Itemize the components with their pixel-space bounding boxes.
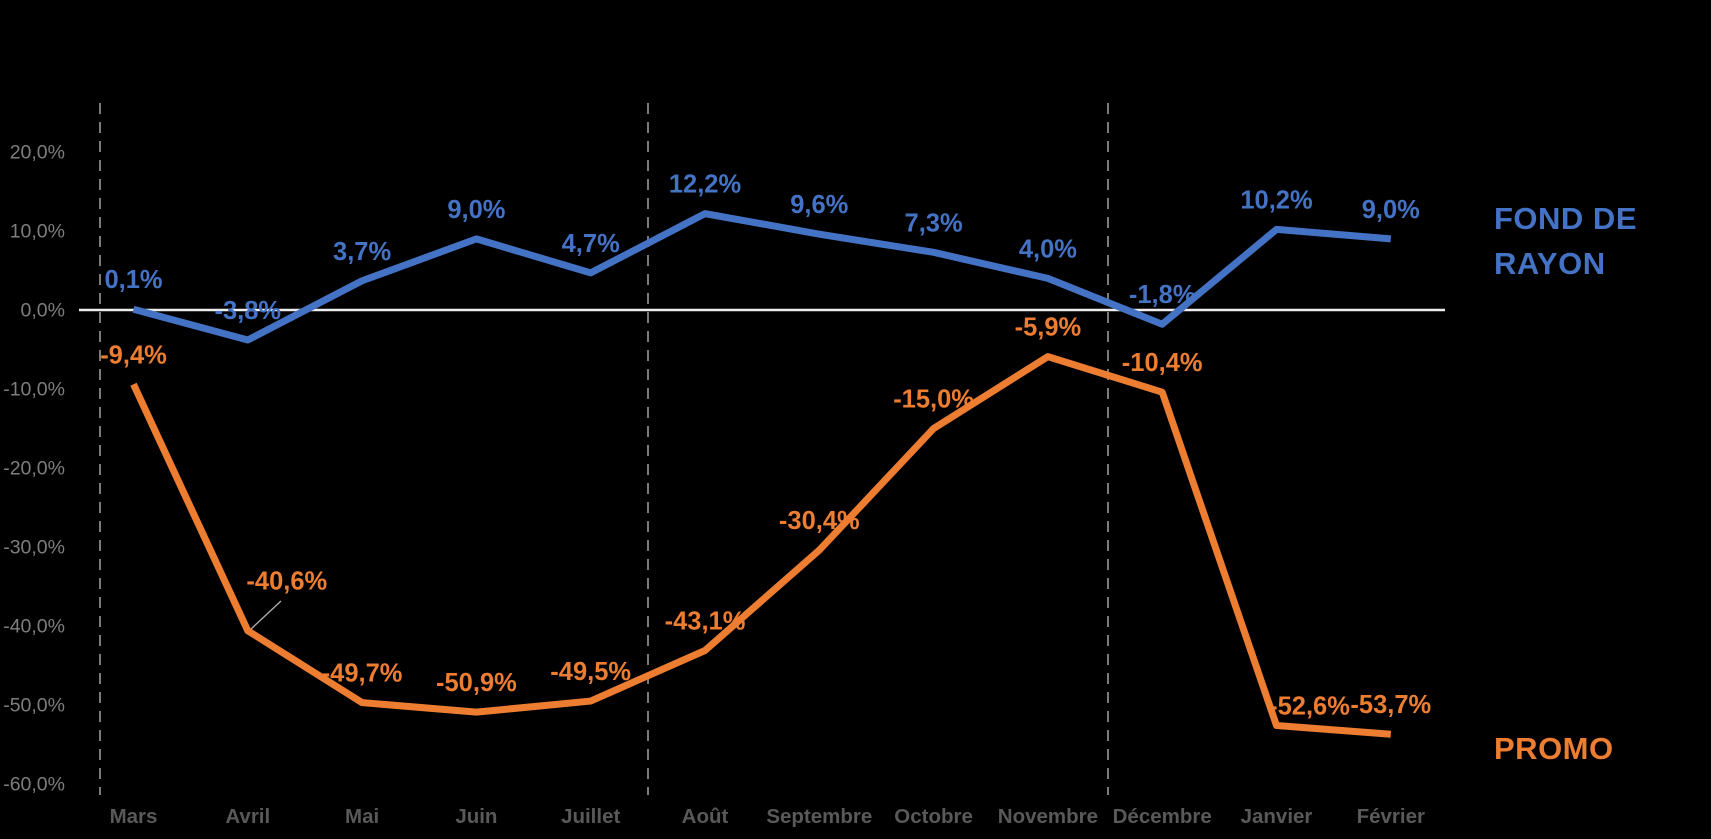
data-label-fond-de-rayon: 0,1% bbox=[104, 266, 162, 294]
data-label-fond-de-rayon: 9,0% bbox=[1362, 196, 1420, 224]
data-label-promo: -9,4% bbox=[100, 341, 167, 369]
data-label-promo: -10,4% bbox=[1122, 349, 1203, 377]
data-label-promo: -53,7% bbox=[1350, 691, 1431, 719]
y-axis-tick-label: 10,0% bbox=[10, 221, 65, 243]
y-axis-tick-label: 0,0% bbox=[21, 300, 65, 322]
series-line-fond-de-rayon bbox=[132, 210, 1392, 344]
data-label-fond-de-rayon: 7,3% bbox=[905, 209, 963, 237]
data-label-promo: -5,9% bbox=[1015, 314, 1082, 342]
y-axis-tick-label: 20,0% bbox=[10, 142, 65, 164]
x-axis-category-label: Décembre bbox=[1113, 805, 1212, 828]
y-axis-tick-label: -50,0% bbox=[3, 695, 65, 717]
x-axis-category-label: Mars bbox=[110, 805, 158, 828]
data-label-promo: -30,4% bbox=[779, 507, 860, 535]
series-line-promo bbox=[130, 353, 1392, 738]
data-label-fond-de-rayon: 12,2% bbox=[669, 171, 741, 199]
x-axis-category-label: Novembre bbox=[998, 805, 1098, 828]
data-label-fond-de-rayon: 4,0% bbox=[1019, 235, 1077, 263]
x-axis-category-label: Juin bbox=[455, 805, 497, 828]
data-label-promo: -40,6% bbox=[246, 568, 327, 596]
data-label-fond-de-rayon: 10,2% bbox=[1240, 186, 1312, 214]
data-label-promo: -49,5% bbox=[550, 658, 631, 686]
legend-fond-de-rayon-line1: FOND DE bbox=[1494, 201, 1637, 236]
x-axis-category-label: Avril bbox=[225, 805, 270, 828]
x-axis-category-label: Septembre bbox=[766, 805, 872, 828]
data-label-promo: -50,9% bbox=[436, 669, 517, 697]
y-axis-tick-label: -40,0% bbox=[3, 616, 65, 638]
legend-fond-de-rayon-line2: RAYON bbox=[1494, 246, 1606, 281]
data-label-promo: -43,1% bbox=[665, 607, 746, 635]
y-axis-tick-label: -20,0% bbox=[3, 458, 65, 480]
x-axis-category-label: Juillet bbox=[561, 805, 620, 828]
data-label-promo: -15,0% bbox=[893, 386, 974, 414]
data-label-fond-de-rayon: 9,6% bbox=[790, 191, 848, 219]
data-label-promo: -49,7% bbox=[322, 660, 403, 688]
data-label-fond-de-rayon: 9,0% bbox=[447, 196, 505, 224]
y-axis-tick-label: -10,0% bbox=[3, 379, 65, 401]
data-label-fond-de-rayon: -1,8% bbox=[1129, 281, 1196, 309]
legend-promo: PROMO bbox=[1494, 731, 1614, 766]
data-label-fond-de-rayon: -3,8% bbox=[214, 297, 281, 325]
x-axis-category-label: Février bbox=[1357, 805, 1425, 828]
x-axis-category-label: Mai bbox=[345, 805, 379, 828]
x-axis-category-label: Octobre bbox=[894, 805, 973, 828]
label-leader-line bbox=[250, 600, 282, 630]
legend-fond-de-rayon: FOND DE RAYON bbox=[1494, 196, 1637, 286]
y-axis-tick-label: -30,0% bbox=[3, 537, 65, 559]
data-label-fond-de-rayon: 4,7% bbox=[562, 230, 620, 258]
data-label-fond-de-rayon: 3,7% bbox=[333, 238, 391, 266]
x-axis-category-label: Août bbox=[682, 805, 729, 828]
x-axis-category-label: Janvier bbox=[1241, 805, 1313, 828]
data-label-promo: -52,6% bbox=[1269, 693, 1350, 721]
y-axis-tick-label: -60,0% bbox=[3, 774, 65, 796]
